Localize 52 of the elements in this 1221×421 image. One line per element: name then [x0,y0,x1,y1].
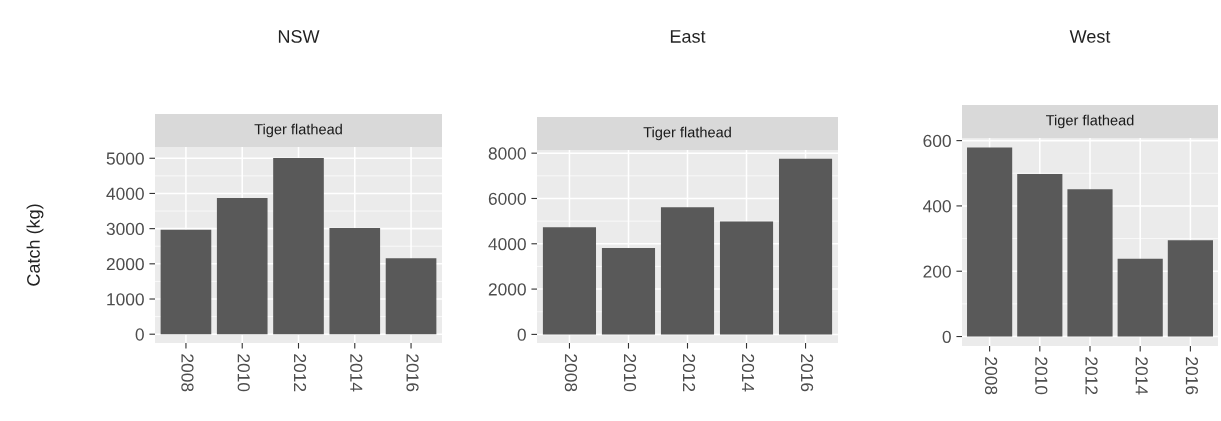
y-tick-label: 200 [923,265,951,278]
bar [385,258,437,335]
x-tick-label: 2010 [1035,357,1048,395]
bar [660,207,715,335]
x-tick-label: 2016 [1185,357,1199,395]
y-tick-label: 2000 [106,257,144,271]
y-tick-label: 4000 [488,237,526,251]
bar [967,147,1013,337]
y-axis-title: Catch (kg) [26,204,44,286]
y-tick-label: 400 [923,200,951,213]
chart-title: East [670,30,706,43]
chart-title: NSW [278,30,320,43]
x-tick-label: 2010 [623,354,637,392]
bar [160,229,212,335]
bar [273,157,324,335]
chart-subtitle: Tiger flathead [254,123,342,138]
x-tick-label: 2016 [800,354,814,392]
x-tick-label: 2012 [293,354,307,392]
y-tick-label: 6000 [488,192,526,205]
x-tick-label: 2008 [564,354,578,392]
chart-title: West [1069,30,1111,43]
bar [601,248,656,335]
y-tick-label: 0 [135,328,144,341]
chart-subtitle: Tiger flathead [643,126,731,141]
chart-subtitle: Tiger flathead [1046,114,1134,129]
y-tick-label: 0 [942,330,951,343]
x-tick-label: 2008 [181,354,194,392]
y-tick-label: 0 [517,328,526,341]
x-tick-label: 2016 [406,354,419,392]
y-tick-label: 4000 [106,187,144,200]
y-tick-label: 1000 [107,293,144,306]
bar [1017,173,1063,337]
x-tick-label: 2012 [1085,357,1098,395]
bar [1167,240,1213,337]
x-tick-label: 2014 [350,354,363,392]
x-tick-label: 2012 [682,354,696,392]
y-tick-label: 8000 [488,147,526,160]
bar [542,227,597,335]
y-tick-label: 5000 [106,152,144,165]
y-tick-label: 600 [923,134,951,148]
bar [1117,258,1163,337]
bar [216,198,268,335]
bar [778,158,833,335]
x-tick-label: 2010 [237,354,250,392]
x-tick-label: 2014 [1135,357,1148,395]
x-tick-label: 2014 [741,354,755,392]
x-tick-label: 2008 [984,357,998,395]
bar [329,227,381,335]
y-tick-label: 3000 [106,222,144,236]
bar [719,221,774,335]
bar [1067,189,1113,337]
y-tick-label: 2000 [488,283,526,296]
